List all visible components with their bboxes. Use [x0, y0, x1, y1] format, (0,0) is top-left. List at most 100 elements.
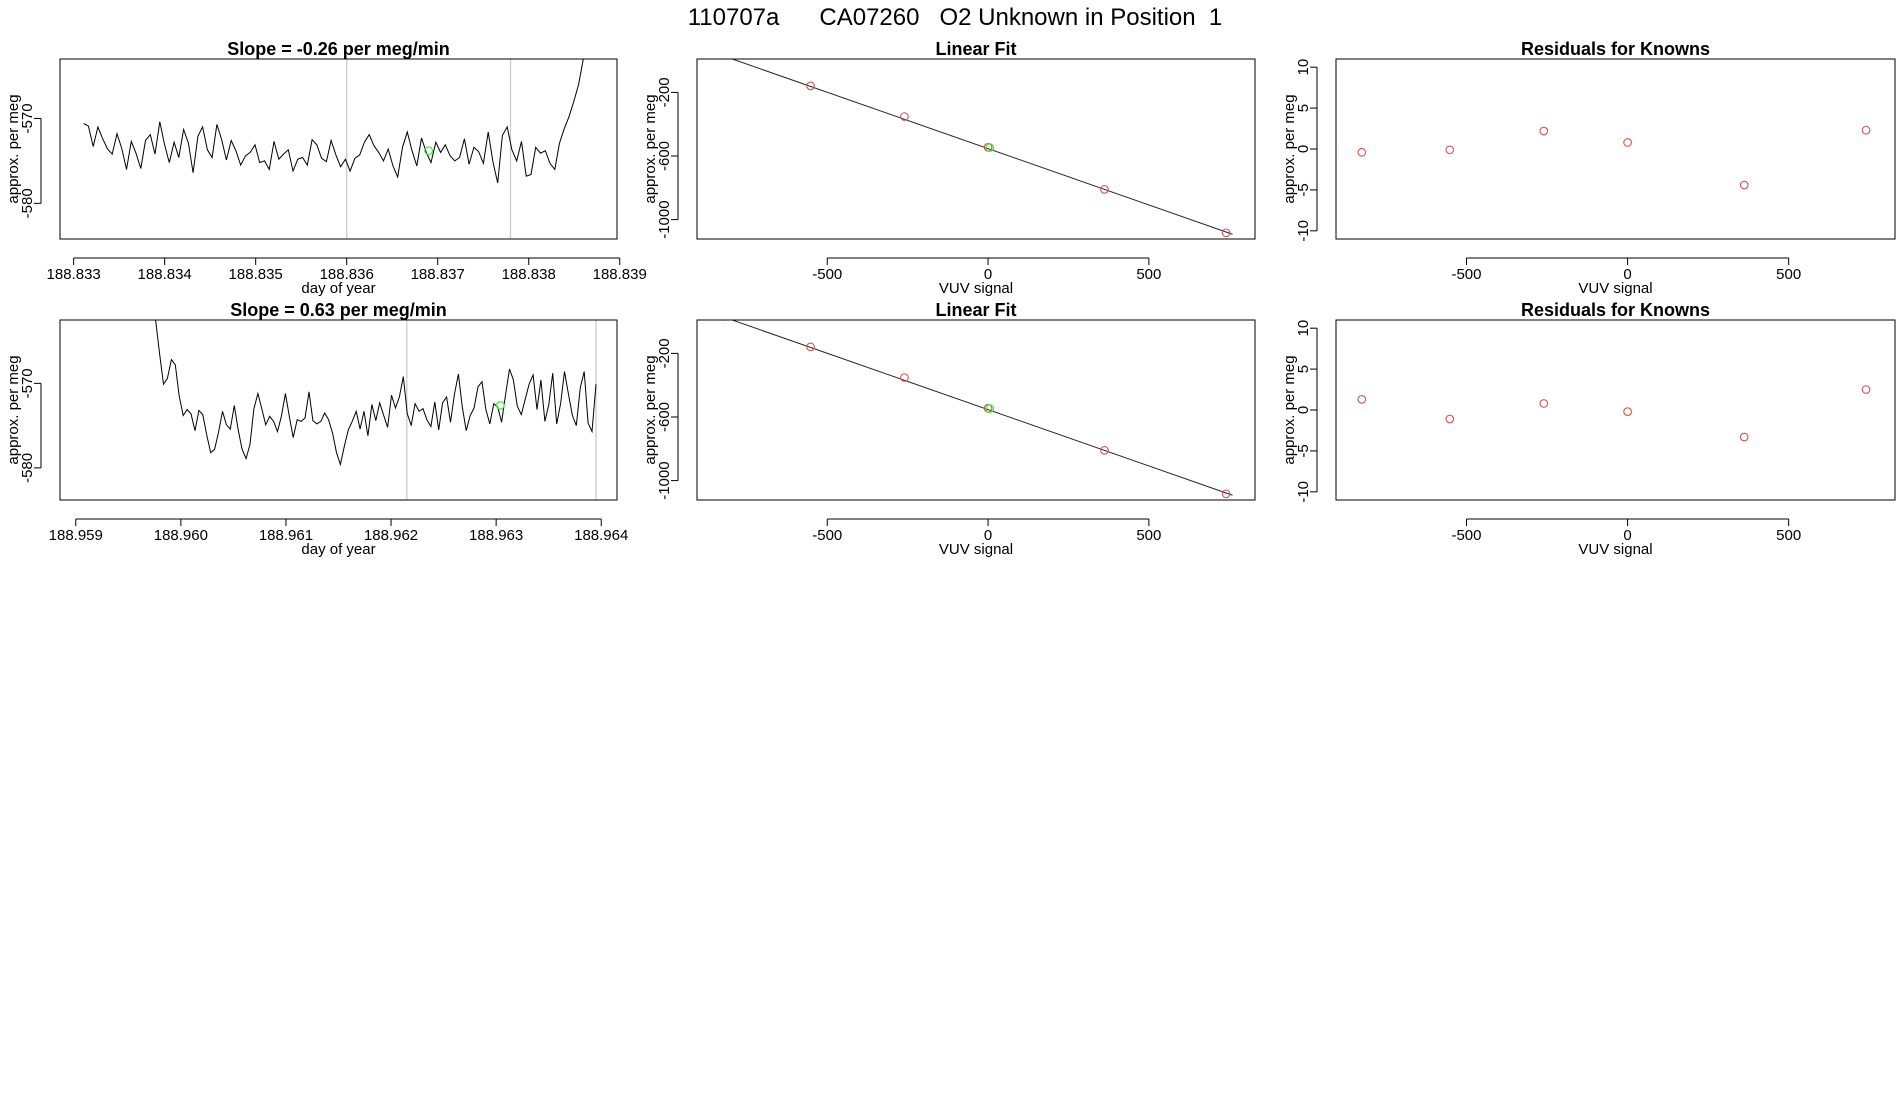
- known-point: [1100, 446, 1109, 455]
- x-tick-label: 500: [1776, 266, 1801, 283]
- y-axis-label: approx. per meg: [642, 355, 659, 464]
- x-tick-label: 0: [1623, 527, 1631, 544]
- x-tick-label: 188.836: [320, 266, 374, 283]
- known-point: [720, 59, 726, 60]
- panel-title: Slope = 0.63 per meg/min: [230, 300, 447, 320]
- x-tick-label: 500: [1136, 266, 1161, 283]
- y-tick-label: -580: [19, 188, 36, 218]
- y-tick-label: -1000: [656, 461, 673, 499]
- plot-area: [83, 59, 584, 239]
- y-tick-label: -5: [1295, 183, 1312, 196]
- y-axis: -570 -580: [19, 103, 42, 218]
- known-point: [1357, 147, 1367, 157]
- plot-frame: [59, 319, 618, 501]
- known-point: [1539, 399, 1549, 408]
- known-point: [1539, 126, 1549, 136]
- plot-area: [155, 320, 597, 500]
- plot-frame: [1335, 319, 1896, 501]
- y-axis: -200 -600 -1000: [656, 338, 679, 500]
- y-tick-label: -5: [1295, 444, 1312, 457]
- known-point: [1221, 228, 1231, 238]
- plot-frame: [1335, 58, 1896, 240]
- panel-title: Linear Fit: [935, 39, 1016, 59]
- y-tick-label: -200: [656, 77, 673, 107]
- known-point: [1739, 180, 1749, 190]
- known-point: [1623, 138, 1632, 147]
- x-axis-label: day of year: [301, 280, 375, 297]
- x-axis-label: VUV signal: [1578, 280, 1652, 297]
- x-axis: 188.959 188.960 188.961 188.962 188.963 188.9…: [49, 518, 628, 544]
- x-tick-label: -500: [812, 527, 842, 544]
- x-axis: -500 0 500: [1451, 518, 1801, 544]
- known-point: [806, 342, 815, 352]
- y-axis: 10 5 0 -5 -10: [1295, 320, 1318, 503]
- known-point: [1861, 385, 1871, 394]
- x-axis: 188.833 188.834 188.835 188.836 188.837 188.8…: [47, 257, 647, 283]
- y-tick-label: -570: [19, 368, 36, 398]
- known-point: [806, 81, 815, 91]
- unknown-point: [985, 143, 995, 152]
- unknown-point: [424, 146, 434, 156]
- known-point: [1861, 125, 1871, 135]
- x-tick-label: -500: [812, 266, 842, 283]
- y-tick-label: -600: [656, 141, 673, 171]
- series-line: [83, 59, 584, 184]
- page-title: 110707a CA07260 O2 Unknown in Position 1: [688, 4, 1223, 31]
- x-axis: -500 0 500: [812, 518, 1161, 544]
- plot-frame: [696, 58, 1256, 240]
- panel-3: Residuals for Knowns VUV signal approx. pe…: [1281, 39, 1896, 297]
- x-tick-label: 188.960: [154, 527, 208, 544]
- x-axis-label: VUV signal: [1578, 541, 1652, 558]
- known-point: [1445, 145, 1455, 155]
- known-point: [1739, 432, 1749, 442]
- y-axis-label: approx. per meg: [5, 94, 22, 203]
- y-tick-label: 5: [1295, 104, 1312, 112]
- known-point: [1100, 185, 1109, 194]
- x-tick-label: -500: [1451, 266, 1481, 283]
- x-tick-label: -500: [1451, 527, 1481, 544]
- plot-frame: [59, 58, 618, 240]
- panel-1: Slope = -0.26 per meg/min day of year appr…: [5, 39, 647, 297]
- y-tick-label: 0: [1295, 145, 1312, 153]
- x-tick-label: 0: [1623, 266, 1631, 283]
- unknown-point: [495, 400, 505, 410]
- panel-title: Slope = -0.26 per meg/min: [227, 39, 450, 59]
- x-tick-label: 500: [1136, 527, 1161, 544]
- x-tick-label: 0: [984, 527, 992, 544]
- x-tick-label: 188.839: [593, 266, 647, 283]
- fit-line: [730, 59, 1233, 235]
- x-tick-label: 188.962: [364, 527, 418, 544]
- x-tick-label: 188.959: [49, 527, 103, 544]
- unknown-point: [985, 404, 995, 413]
- y-axis-label: approx. per meg: [5, 355, 22, 464]
- x-tick-label: 188.961: [259, 527, 313, 544]
- x-tick-label: 188.837: [411, 266, 465, 283]
- y-axis-label: approx. per meg: [642, 94, 659, 203]
- x-axis-label: VUV signal: [939, 280, 1013, 297]
- y-tick-label: -10: [1295, 220, 1312, 242]
- y-tick-label: -10: [1295, 481, 1312, 503]
- panel-6: Residuals for Knowns VUV signal approx. pe…: [1281, 300, 1896, 558]
- y-axis-label: approx. per meg: [1281, 355, 1298, 464]
- known-point: [1623, 407, 1632, 416]
- y-tick-label: 0: [1295, 406, 1312, 414]
- x-tick-label: 188.833: [47, 266, 101, 283]
- known-point: [1221, 489, 1231, 499]
- x-tick-label: 188.964: [574, 527, 628, 544]
- plot-area: [720, 59, 1233, 238]
- y-axis: 10 5 0 -5 -10: [1295, 59, 1318, 242]
- plot-frame: [696, 319, 1256, 501]
- plot-area: [1357, 385, 1871, 442]
- plot-area: [720, 320, 1233, 499]
- y-tick-label: 5: [1295, 365, 1312, 373]
- y-tick-label: 10: [1295, 59, 1312, 76]
- y-axis-label: approx. per meg: [1281, 94, 1298, 203]
- known-point: [900, 373, 909, 382]
- series-line: [155, 320, 597, 467]
- plot-area: [1357, 125, 1871, 190]
- x-tick-label: 188.835: [229, 266, 283, 283]
- x-tick-label: 500: [1776, 527, 1801, 544]
- panel-title: Residuals for Knowns: [1521, 300, 1710, 320]
- y-tick-label: -580: [19, 453, 36, 483]
- x-tick-label: 188.838: [502, 266, 556, 283]
